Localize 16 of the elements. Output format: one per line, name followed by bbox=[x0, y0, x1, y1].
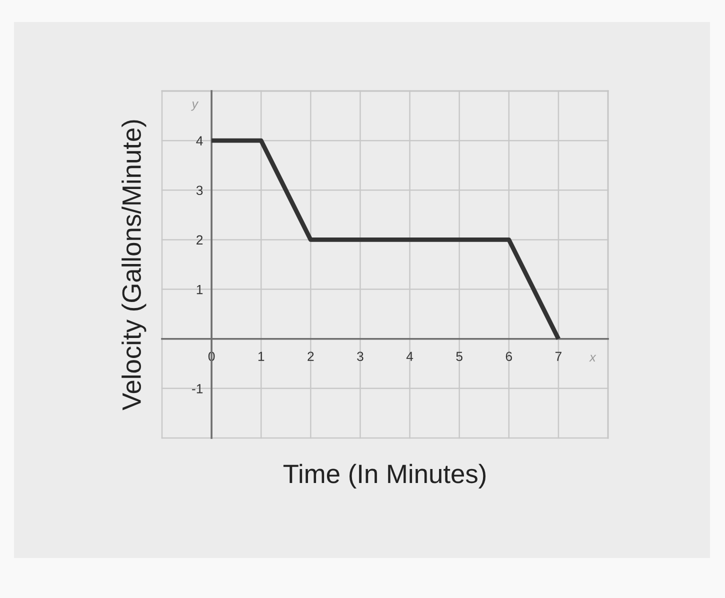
x-tick-label: 4 bbox=[406, 352, 414, 361]
x-tick-label: 3 bbox=[357, 352, 364, 362]
x-axis-title: Time (In Minutes) bbox=[283, 464, 486, 488]
x-tick-label: 7 bbox=[555, 352, 562, 361]
x-tick-label: 5 bbox=[456, 352, 462, 362]
x-tick-label: 6 bbox=[506, 352, 512, 362]
x-tick-label: 2 bbox=[308, 352, 314, 361]
y-axis-title: Velocity (Gallons/Minute) bbox=[122, 120, 146, 410]
y-tick-label: 1 bbox=[196, 284, 203, 294]
annotation: y bbox=[191, 102, 199, 111]
x-tick-label: 1 bbox=[258, 352, 264, 361]
y-tick-label: -1 bbox=[192, 384, 203, 394]
y-tick-label: 2 bbox=[196, 235, 203, 244]
y-tick-label: 3 bbox=[196, 186, 203, 196]
annotation: x bbox=[589, 354, 596, 362]
y-tick-label: 4 bbox=[196, 136, 203, 146]
